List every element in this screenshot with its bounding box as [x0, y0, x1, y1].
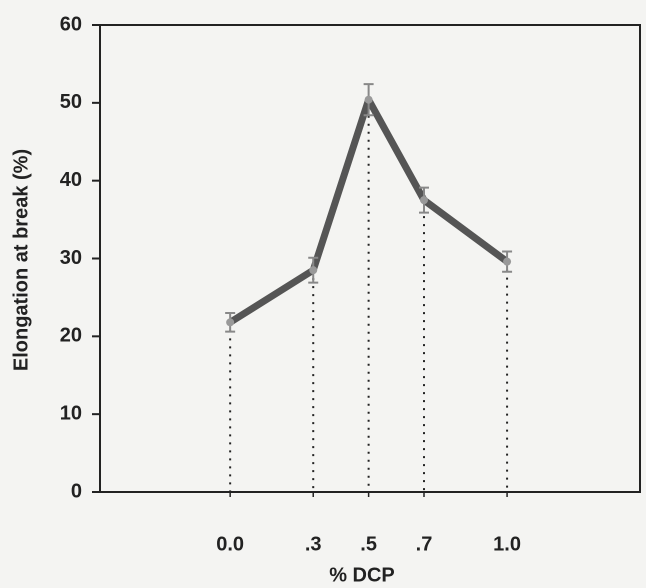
y-axis-label: Elongation at break (%) — [10, 149, 32, 371]
y-tick-label: 0 — [71, 480, 82, 502]
plot-frame — [99, 24, 641, 493]
data-point — [226, 318, 235, 327]
data-point — [503, 257, 512, 266]
y-tick-label: 40 — [60, 169, 82, 191]
data-point — [309, 266, 318, 275]
y-tick-label: 20 — [60, 325, 82, 347]
x-tick-label: .3 — [305, 533, 322, 555]
data-point — [420, 196, 428, 205]
x-axis-label: % DCP — [329, 564, 395, 586]
x-tick-label: 1.0 — [493, 533, 521, 555]
x-tick-label: 0.0 — [216, 533, 244, 555]
y-tick-label: 60 — [60, 13, 82, 35]
y-tick-label: 10 — [60, 402, 82, 424]
y-tick-label: 30 — [60, 247, 82, 269]
data-point — [364, 95, 373, 104]
x-tick-label: .5 — [360, 533, 377, 555]
x-tick-label: .7 — [416, 533, 433, 555]
y-tick-label: 50 — [60, 91, 82, 113]
